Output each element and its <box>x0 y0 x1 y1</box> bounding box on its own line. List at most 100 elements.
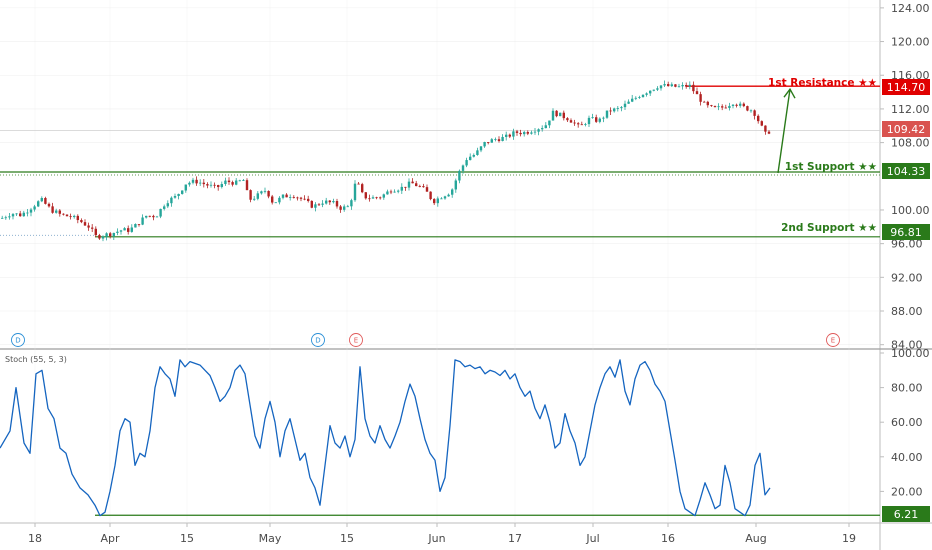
candle-body <box>383 194 385 197</box>
candle-body <box>242 180 244 181</box>
time-tick-label: Jul <box>585 532 599 545</box>
candle-body <box>174 196 176 198</box>
candle-body <box>228 181 230 182</box>
candle-body <box>458 171 460 181</box>
candle-body <box>149 216 151 217</box>
candle-body <box>552 111 554 121</box>
candle-body <box>293 197 295 198</box>
candle-body <box>681 85 683 86</box>
candle-body <box>275 202 277 203</box>
candle-body <box>325 201 327 204</box>
candle-body <box>343 206 345 209</box>
candle-body <box>131 227 133 231</box>
candle-body <box>710 105 712 106</box>
candle-body <box>278 198 280 203</box>
candle-body <box>354 184 356 201</box>
candle-body <box>512 131 514 136</box>
candle-body <box>415 183 417 186</box>
candle-body <box>390 191 392 192</box>
candle-body <box>145 216 147 218</box>
earnings-marker-label: E <box>354 337 358 345</box>
candle-body <box>462 165 464 170</box>
candle-body <box>685 85 687 87</box>
stoch-tick-label: 100.00 <box>891 347 930 360</box>
candle-body <box>127 228 129 232</box>
candle-body <box>5 217 7 218</box>
candle-body <box>62 214 64 215</box>
candle-body <box>357 184 359 185</box>
candle-body <box>678 86 680 87</box>
candle-body <box>743 104 745 106</box>
candle-body <box>8 216 10 217</box>
candle-body <box>419 186 421 187</box>
candle-body <box>314 204 316 207</box>
candle-body <box>195 180 197 184</box>
candle-body <box>573 123 575 124</box>
candle-body <box>55 211 57 213</box>
candle-body <box>483 142 485 146</box>
candle-body <box>332 201 334 202</box>
candle-body <box>105 233 107 236</box>
candle-body <box>411 182 413 184</box>
time-tick-label: Aug <box>745 532 766 545</box>
candle-body <box>113 233 115 236</box>
candle-body <box>523 132 525 134</box>
candle-body <box>566 118 568 120</box>
candle-body <box>23 213 25 216</box>
candle-body <box>717 106 719 107</box>
candle-body <box>379 197 381 198</box>
candle-body <box>696 91 698 94</box>
candle-body <box>656 88 658 89</box>
candle-body <box>617 108 619 109</box>
support-1-label: 1st Support ★★ <box>785 161 877 173</box>
candle-body <box>224 181 226 184</box>
candle-body <box>671 84 673 86</box>
candle-body <box>429 192 431 199</box>
candle-body <box>750 110 752 111</box>
candle-body <box>347 206 349 207</box>
candle-body <box>51 206 53 212</box>
candle-body <box>397 191 399 192</box>
candle-body <box>87 225 89 227</box>
candle-body <box>426 187 428 192</box>
candle-body <box>408 182 410 188</box>
price-tick-label: 108.00 <box>891 137 930 150</box>
candle-body <box>624 104 626 107</box>
candle-body <box>73 216 75 217</box>
time-tick-label: Jun <box>427 532 445 545</box>
price-tick-label: 112.00 <box>891 103 930 116</box>
candle-body <box>120 230 122 231</box>
candle-body <box>311 201 313 208</box>
support-2-badge: 96.81 <box>890 226 922 239</box>
candle-body <box>437 198 439 203</box>
candle-body <box>199 183 201 184</box>
candle-body <box>692 85 694 91</box>
candle-body <box>48 204 50 206</box>
candle-body <box>66 215 68 217</box>
candle-body <box>707 102 709 105</box>
candle-body <box>185 185 187 191</box>
candle-body <box>12 214 14 216</box>
candle-body <box>753 110 755 115</box>
candle-body <box>329 201 331 203</box>
candle-body <box>447 195 449 197</box>
candle-body <box>264 191 266 192</box>
price-tick-label: 124.00 <box>891 2 930 15</box>
candle-body <box>761 121 763 125</box>
candle-body <box>95 229 97 235</box>
candle-body <box>505 135 507 137</box>
candle-body <box>350 200 352 206</box>
candle-body <box>627 102 629 104</box>
candle-body <box>98 235 100 238</box>
candle-body <box>203 183 205 184</box>
candle-body <box>109 233 111 236</box>
candle-body <box>213 185 215 186</box>
candle-body <box>667 84 669 86</box>
candle-body <box>476 150 478 155</box>
candle-body <box>764 126 766 132</box>
candle-body <box>401 187 403 191</box>
candle-body <box>80 220 82 222</box>
candle-body <box>584 124 586 125</box>
candle-body <box>498 139 500 141</box>
candle-body <box>192 180 194 183</box>
